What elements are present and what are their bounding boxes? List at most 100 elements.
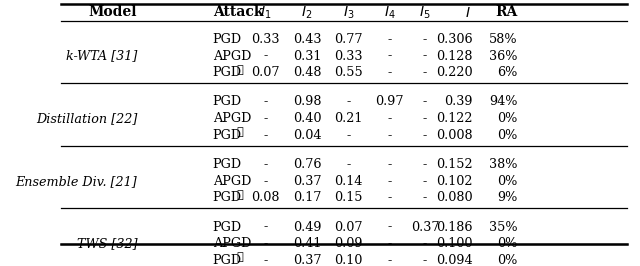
Text: PGD: PGD xyxy=(212,66,242,79)
Text: -: - xyxy=(388,175,392,188)
Text: 0.220: 0.220 xyxy=(436,66,472,79)
Text: 0.48: 0.48 xyxy=(293,66,321,79)
Text: -: - xyxy=(423,112,428,125)
Text: 0%: 0% xyxy=(497,175,518,188)
Text: 0%: 0% xyxy=(497,129,518,142)
Text: ⋆: ⋆ xyxy=(236,127,243,137)
Text: 0.97: 0.97 xyxy=(376,95,404,109)
Text: -: - xyxy=(423,254,428,266)
Text: 0.31: 0.31 xyxy=(293,49,321,63)
Text: -: - xyxy=(264,95,268,109)
Text: 0.094: 0.094 xyxy=(436,254,472,266)
Text: $I_2$: $I_2$ xyxy=(301,4,313,21)
Text: -: - xyxy=(388,191,392,204)
Text: 38%: 38% xyxy=(489,158,518,171)
Text: -: - xyxy=(423,158,428,171)
Text: 0.122: 0.122 xyxy=(436,112,472,125)
Text: 0.14: 0.14 xyxy=(334,175,363,188)
Text: -: - xyxy=(388,66,392,79)
Text: -: - xyxy=(346,129,351,142)
Text: PGD: PGD xyxy=(212,95,242,109)
Text: Model: Model xyxy=(89,5,137,19)
Text: -: - xyxy=(423,66,428,79)
Text: PGD: PGD xyxy=(212,129,242,142)
Text: -: - xyxy=(388,237,392,250)
Text: 0.43: 0.43 xyxy=(293,33,321,46)
Text: 0.37: 0.37 xyxy=(293,254,321,266)
Text: PGD: PGD xyxy=(212,221,242,234)
Text: TWS [32]: TWS [32] xyxy=(77,237,137,250)
Text: 0.07: 0.07 xyxy=(252,66,280,79)
Text: 0.21: 0.21 xyxy=(334,112,363,125)
Text: 0.15: 0.15 xyxy=(334,191,363,204)
Text: 0.128: 0.128 xyxy=(436,49,472,63)
Text: 0%: 0% xyxy=(497,254,518,266)
Text: APGD: APGD xyxy=(212,237,251,250)
Text: 0%: 0% xyxy=(497,112,518,125)
Text: $\bar{I}$: $\bar{I}$ xyxy=(465,4,472,21)
Text: APGD: APGD xyxy=(212,49,251,63)
Text: 0.40: 0.40 xyxy=(293,112,321,125)
Text: 0.008: 0.008 xyxy=(436,129,472,142)
Text: -: - xyxy=(264,129,268,142)
Text: 0.76: 0.76 xyxy=(293,158,321,171)
Text: 0.77: 0.77 xyxy=(334,33,363,46)
Text: -: - xyxy=(388,158,392,171)
Text: 0.306: 0.306 xyxy=(436,33,472,46)
Text: 94%: 94% xyxy=(489,95,518,109)
Text: -: - xyxy=(388,112,392,125)
Text: -: - xyxy=(264,254,268,266)
Text: -: - xyxy=(423,237,428,250)
Text: -: - xyxy=(388,254,392,266)
Text: -: - xyxy=(423,49,428,63)
Text: 0.55: 0.55 xyxy=(334,66,363,79)
Text: -: - xyxy=(264,112,268,125)
Text: PGD: PGD xyxy=(212,191,242,204)
Text: -: - xyxy=(388,33,392,46)
Text: 0.37: 0.37 xyxy=(411,221,439,234)
Text: 0.186: 0.186 xyxy=(436,221,472,234)
Text: APGD: APGD xyxy=(212,175,251,188)
Text: $I_4$: $I_4$ xyxy=(384,4,396,21)
Text: -: - xyxy=(388,49,392,63)
Text: 35%: 35% xyxy=(489,221,518,234)
Text: k-WTA [31]: k-WTA [31] xyxy=(66,49,137,63)
Text: 36%: 36% xyxy=(489,49,518,63)
Text: $I_5$: $I_5$ xyxy=(419,4,431,21)
Text: 0.33: 0.33 xyxy=(334,49,363,63)
Text: 0.98: 0.98 xyxy=(293,95,321,109)
Text: -: - xyxy=(423,129,428,142)
Text: PGD: PGD xyxy=(212,158,242,171)
Text: 0.17: 0.17 xyxy=(293,191,321,204)
Text: ⋆: ⋆ xyxy=(236,65,243,74)
Text: 0.09: 0.09 xyxy=(334,237,363,250)
Text: PGD: PGD xyxy=(212,254,242,266)
Text: -: - xyxy=(388,221,392,234)
Text: -: - xyxy=(264,158,268,171)
Text: -: - xyxy=(264,221,268,234)
Text: 58%: 58% xyxy=(489,33,518,46)
Text: 9%: 9% xyxy=(497,191,518,204)
Text: 0.04: 0.04 xyxy=(293,129,321,142)
Text: 0.08: 0.08 xyxy=(252,191,280,204)
Text: -: - xyxy=(346,95,351,109)
Text: -: - xyxy=(264,49,268,63)
Text: -: - xyxy=(388,129,392,142)
Text: 0.10: 0.10 xyxy=(334,254,363,266)
Text: RA: RA xyxy=(495,5,518,19)
Text: 0.080: 0.080 xyxy=(436,191,472,204)
Text: -: - xyxy=(264,237,268,250)
Text: -: - xyxy=(264,175,268,188)
Text: 0.100: 0.100 xyxy=(436,237,472,250)
Text: -: - xyxy=(423,95,428,109)
Text: 0.49: 0.49 xyxy=(293,221,321,234)
Text: -: - xyxy=(423,175,428,188)
Text: Attack: Attack xyxy=(212,5,263,19)
Text: 0.41: 0.41 xyxy=(293,237,321,250)
Text: Distillation [22]: Distillation [22] xyxy=(36,112,137,125)
Text: 0.152: 0.152 xyxy=(436,158,472,171)
Text: 6%: 6% xyxy=(497,66,518,79)
Text: $I_3$: $I_3$ xyxy=(342,4,354,21)
Text: 0.07: 0.07 xyxy=(334,221,363,234)
Text: ⋆: ⋆ xyxy=(236,190,243,200)
